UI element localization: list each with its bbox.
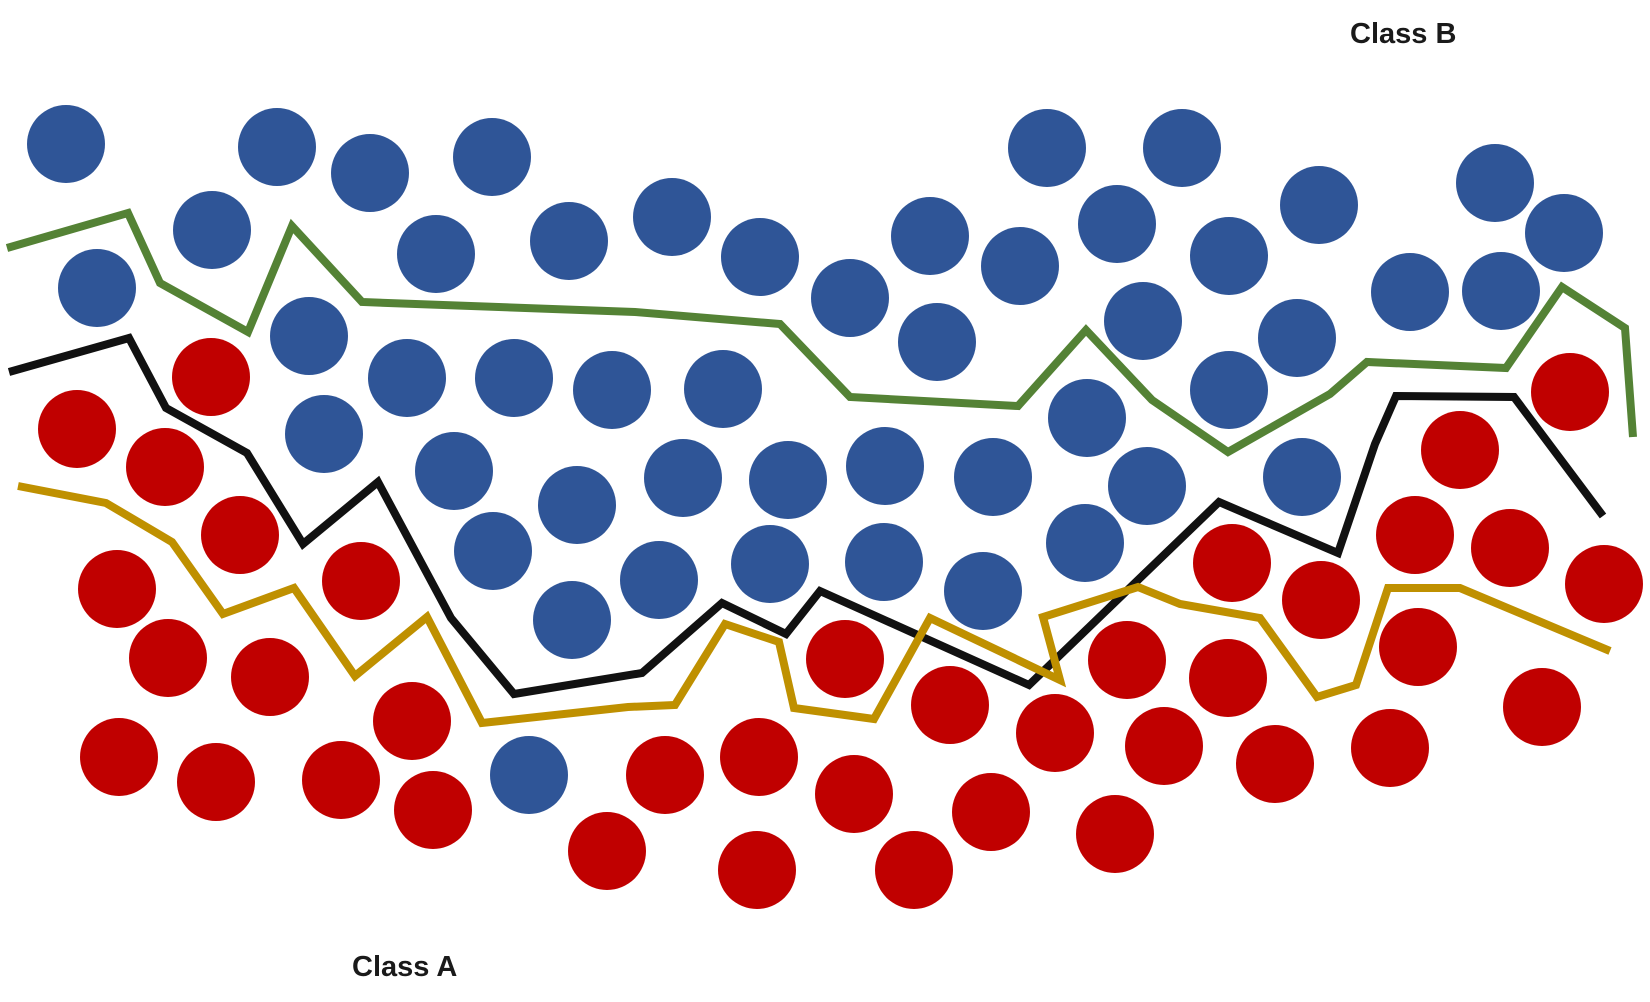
class-a-point	[201, 496, 279, 574]
class-b-point	[454, 512, 532, 590]
class-b-point	[898, 303, 976, 381]
class-b-point	[954, 438, 1032, 516]
class-a-point	[1376, 496, 1454, 574]
class-a-point	[231, 638, 309, 716]
class-a-point	[1189, 639, 1267, 717]
class-a-label: Class A	[352, 951, 457, 983]
class-b-point	[1190, 217, 1268, 295]
class-a-point	[1088, 621, 1166, 699]
class-a-point	[806, 620, 884, 698]
class-b-point	[891, 197, 969, 275]
class-a-point	[718, 831, 796, 909]
class-b-point	[749, 441, 827, 519]
class-a-point	[78, 550, 156, 628]
class-b-point	[981, 227, 1059, 305]
boundary-line-gold	[17, 482, 1612, 728]
class-a-point	[172, 338, 250, 416]
class-b-point	[1104, 282, 1182, 360]
class-a-point	[1531, 353, 1609, 431]
class-b-point	[1456, 144, 1534, 222]
class-a-point	[815, 755, 893, 833]
class-b-point	[1143, 109, 1221, 187]
class-b-point	[331, 134, 409, 212]
class-a-point	[373, 682, 451, 760]
class-b-point	[1280, 166, 1358, 244]
class-a-points	[38, 338, 1643, 909]
class-b-point	[1108, 447, 1186, 525]
class-a-point	[1236, 725, 1314, 803]
class-b-point	[397, 215, 475, 293]
class-b-point	[1525, 194, 1603, 272]
class-a-point	[1076, 795, 1154, 873]
class-b-point	[731, 525, 809, 603]
class-b-point	[285, 395, 363, 473]
class-a-point	[1379, 608, 1457, 686]
class-b-point	[1263, 438, 1341, 516]
class-a-point	[1125, 707, 1203, 785]
class-a-point	[720, 718, 798, 796]
class-a-point	[1351, 709, 1429, 787]
class-a-point	[875, 831, 953, 909]
class-a-point	[38, 390, 116, 468]
class-b-point	[811, 259, 889, 337]
class-a-point	[626, 736, 704, 814]
class-a-point	[1282, 561, 1360, 639]
class-a-point	[129, 619, 207, 697]
class-b-point	[27, 105, 105, 183]
class-b-point	[633, 178, 711, 256]
class-b-point	[1258, 299, 1336, 377]
class-b-label: Class B	[1350, 18, 1456, 50]
class-b-point	[58, 249, 136, 327]
class-b-point	[1462, 252, 1540, 330]
class-a-point	[322, 542, 400, 620]
class-b-point	[1046, 504, 1124, 582]
class-b-point	[270, 297, 348, 375]
class-b-point	[453, 118, 531, 196]
class-a-point	[177, 743, 255, 821]
class-b-point	[490, 736, 568, 814]
class-b-point	[415, 432, 493, 510]
class-b-point	[238, 108, 316, 186]
class-a-point	[1503, 668, 1581, 746]
class-b-points	[27, 105, 1603, 814]
boundary-line-green	[5, 208, 1637, 457]
class-b-point	[1078, 185, 1156, 263]
class-a-point	[952, 773, 1030, 851]
boundary-line-black	[7, 333, 1607, 699]
class-b-point	[846, 427, 924, 505]
class-a-point	[1193, 524, 1271, 602]
class-b-point	[620, 541, 698, 619]
decision-boundaries	[5, 208, 1637, 728]
class-b-point	[684, 350, 762, 428]
class-a-point	[394, 771, 472, 849]
class-a-point	[1016, 694, 1094, 772]
class-b-point	[845, 523, 923, 601]
class-b-point	[530, 202, 608, 280]
class-a-point	[80, 718, 158, 796]
class-b-point	[475, 339, 553, 417]
class-b-point	[173, 191, 251, 269]
class-a-point	[568, 812, 646, 890]
class-b-point	[573, 351, 651, 429]
class-b-point	[1371, 253, 1449, 331]
class-b-point	[533, 581, 611, 659]
class-b-point	[1048, 379, 1126, 457]
class-a-point	[1421, 411, 1499, 489]
class-b-point	[721, 218, 799, 296]
class-b-point	[944, 552, 1022, 630]
class-a-point	[302, 741, 380, 819]
class-b-point	[1190, 351, 1268, 429]
class-b-point	[538, 466, 616, 544]
class-b-point	[1008, 109, 1086, 187]
class-a-point	[126, 428, 204, 506]
class-a-point	[1471, 509, 1549, 587]
class-a-point	[1565, 545, 1643, 623]
class-b-point	[644, 439, 722, 517]
class-a-point	[911, 666, 989, 744]
class-b-point	[368, 339, 446, 417]
